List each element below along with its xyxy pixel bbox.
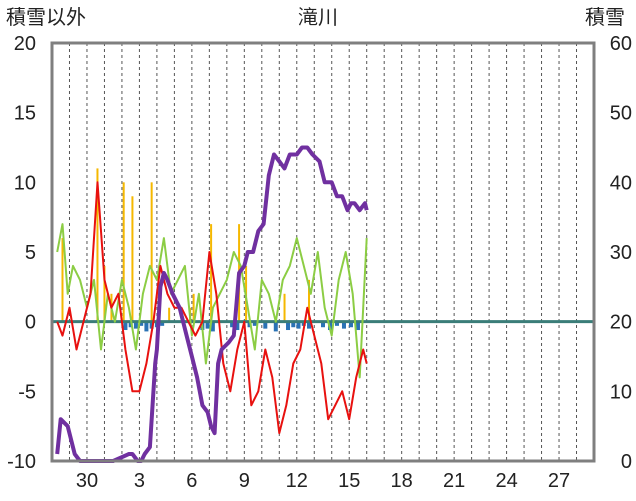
left-y-tick-label: 15 xyxy=(14,103,36,125)
sunshine-tick xyxy=(123,321,128,331)
x-tick-label: 24 xyxy=(495,470,517,492)
sunshine-tick xyxy=(128,321,133,328)
x-tick-label: 21 xyxy=(443,470,465,492)
precipitation-bar xyxy=(96,168,99,322)
sunshine-tick xyxy=(160,321,165,326)
left-axis-label: 積雪以外 xyxy=(6,5,86,29)
temperature-line xyxy=(56,181,368,435)
x-tick-label: 18 xyxy=(391,470,413,492)
snow_depth-line xyxy=(55,145,369,463)
sunshine-tick xyxy=(263,321,268,329)
precipitation-bar xyxy=(210,224,213,322)
precipitation-bar xyxy=(308,279,311,322)
sunshine-tick xyxy=(247,321,252,328)
x-tick-label: 6 xyxy=(186,470,197,492)
chart-title: 滝川 xyxy=(298,5,338,29)
right-y-tick-label: 50 xyxy=(610,103,632,125)
precipitation-bar xyxy=(283,293,286,322)
sunshine-tick xyxy=(291,321,296,328)
right-y-tick-label: 30 xyxy=(610,242,632,264)
sunshine-tick xyxy=(341,321,346,329)
sunshine-tick xyxy=(230,321,235,328)
x-tick-label: 27 xyxy=(548,470,570,492)
left-y-tick-label: 10 xyxy=(14,172,36,194)
sunshine-tick xyxy=(133,321,138,329)
sunshine-tick xyxy=(235,321,240,331)
x-tick-label: 15 xyxy=(338,470,360,492)
wind-line xyxy=(56,223,368,379)
x-tick-label: 9 xyxy=(239,470,250,492)
plot-frame xyxy=(50,41,596,463)
right-axis-label: 積雪 xyxy=(585,5,625,29)
precipitation-bar xyxy=(122,182,125,322)
right-y-tick-label: 10 xyxy=(610,381,632,403)
precipitation-bar xyxy=(103,265,106,322)
sunshine-tick xyxy=(210,321,215,332)
sunshine-tick xyxy=(273,321,278,332)
left-y-tick-label: 0 xyxy=(25,312,36,334)
sunshine-tick xyxy=(334,321,339,326)
sunshine-tick xyxy=(144,321,149,332)
right-y-tick-label: 40 xyxy=(610,172,632,194)
sunshine-tick xyxy=(139,321,144,326)
precipitation-bar xyxy=(61,238,64,322)
x-ticks: 30 3 6 9 12 15 18 21 24 27 xyxy=(76,470,570,492)
right-y-ticks: 0 10 20 30 40 50 60 xyxy=(610,33,632,473)
grid-lines xyxy=(68,43,578,461)
right-y-tick-label: 20 xyxy=(610,312,632,334)
right-y-tick-label: 0 xyxy=(621,451,632,473)
sunshine-tick xyxy=(307,321,312,329)
right-y-tick-label: 60 xyxy=(610,33,632,55)
sunshine-tick xyxy=(348,321,353,328)
sunshine-tick xyxy=(296,321,301,329)
x-tick-label: 12 xyxy=(286,470,308,492)
left-y-ticks: -10 -5 0 5 10 15 20 xyxy=(7,33,36,473)
x-tick-label: 3 xyxy=(134,470,145,492)
precipitation-bar xyxy=(150,182,153,322)
sunshine-tick xyxy=(286,321,291,331)
sunshine-tick xyxy=(149,321,154,329)
left-y-tick-label: 5 xyxy=(25,242,36,264)
sunshine-tick xyxy=(205,321,210,329)
x-tick-label: 30 xyxy=(76,470,98,492)
sunshine-tick xyxy=(252,321,257,326)
left-y-tick-label: 20 xyxy=(14,33,36,55)
precipitation-bar xyxy=(131,196,134,322)
precipitation-bar xyxy=(168,307,171,322)
sunshine-tick xyxy=(321,321,325,328)
left-y-tick-label: -10 xyxy=(7,451,36,473)
precipitation-bar xyxy=(192,293,195,322)
sunshine-tick xyxy=(355,321,360,331)
series-lines xyxy=(55,145,369,463)
left-y-tick-label: -5 xyxy=(18,381,36,403)
